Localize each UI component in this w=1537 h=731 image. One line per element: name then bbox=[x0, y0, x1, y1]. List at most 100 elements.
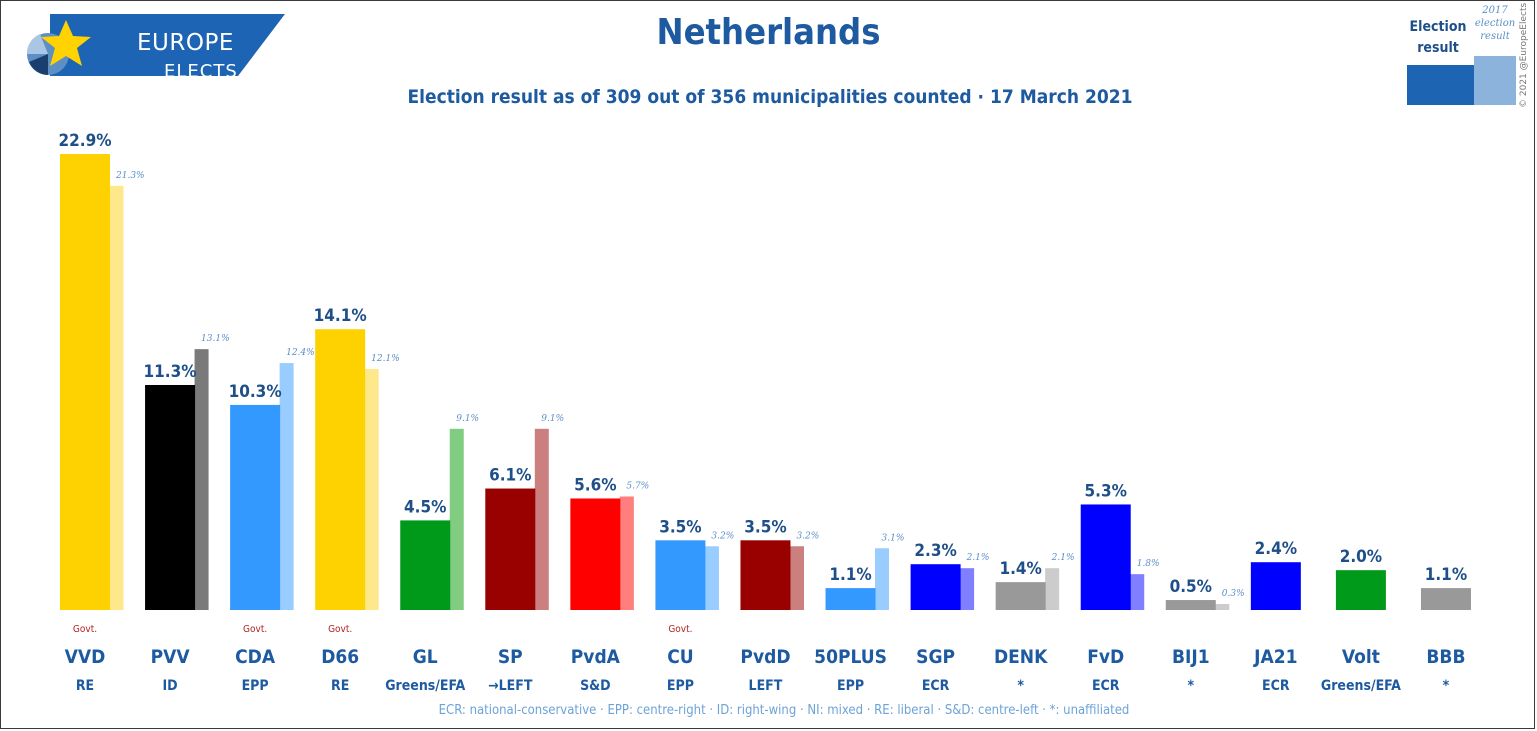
party-name-cu: CU bbox=[667, 646, 693, 668]
party-group-sgp: ECR bbox=[922, 678, 950, 694]
bar-gl bbox=[400, 520, 451, 610]
bar-sp bbox=[485, 488, 536, 610]
prev-label-sp: 9.1% bbox=[541, 414, 564, 424]
bar-cu bbox=[655, 540, 706, 610]
bar-ja21 bbox=[1250, 562, 1301, 610]
bar-vvd bbox=[60, 154, 110, 610]
bar-bbb bbox=[1420, 588, 1471, 610]
prev-bar-sgp bbox=[960, 568, 975, 610]
prev-bar-pvdd bbox=[789, 546, 804, 610]
prev-bar-denk bbox=[1045, 568, 1060, 610]
party-group-50plus: EPP bbox=[837, 678, 864, 694]
bar-sgp bbox=[910, 564, 961, 610]
party-group-vvd: RE bbox=[76, 678, 94, 694]
value-label-cu: 3.5% bbox=[659, 517, 701, 537]
govt-label-d66: Govt. bbox=[328, 624, 352, 635]
bar-pvv bbox=[145, 384, 196, 610]
legend-previous-swatch bbox=[1474, 56, 1516, 105]
party-name-pvv: PVV bbox=[151, 646, 191, 668]
prev-bar-cu bbox=[704, 546, 719, 610]
party-name-denk: DENK bbox=[994, 646, 1048, 668]
party-group-sp: →LEFT bbox=[488, 678, 533, 694]
party-name-sp: SP bbox=[498, 646, 523, 668]
party-name-d66: D66 bbox=[321, 646, 359, 668]
logo-text-europe: EUROPE bbox=[137, 30, 234, 56]
prev-bar-cda bbox=[279, 363, 294, 610]
logo-text-elects: ELECTS bbox=[164, 61, 238, 82]
bar-pvdd bbox=[740, 540, 791, 610]
prev-bar-gl bbox=[449, 428, 464, 610]
party-name-pvdd: PvdD bbox=[740, 646, 790, 668]
party-name-50plus: 50PLUS bbox=[814, 646, 887, 668]
chart-footnote: ECR: national-conservative · EPP: centre… bbox=[438, 703, 1130, 718]
europe-elects-logo: EUROPE ELECTS bbox=[20, 14, 285, 82]
prev-label-fvd: 1.8% bbox=[1137, 559, 1160, 569]
party-name-vvd: VVD bbox=[65, 646, 106, 668]
party-group-d66: RE bbox=[331, 678, 349, 694]
party-name-sgp: SGP bbox=[916, 646, 955, 668]
bar-volt bbox=[1335, 570, 1386, 610]
prev-label-gl: 9.1% bbox=[456, 414, 479, 424]
chart-subtitle: Election result as of 309 out of 356 mun… bbox=[407, 86, 1133, 108]
party-group-pvda: S&D bbox=[580, 678, 611, 694]
value-label-bbb: 1.1% bbox=[1425, 565, 1467, 585]
prev-label-pvv: 13.1% bbox=[201, 334, 230, 344]
prev-label-denk: 2.1% bbox=[1051, 553, 1075, 563]
value-label-volt: 2.0% bbox=[1340, 547, 1382, 567]
prev-bar-pvda bbox=[619, 496, 634, 610]
party-name-bij1: BIJ1 bbox=[1172, 646, 1210, 668]
value-label-pvdd: 3.5% bbox=[744, 517, 786, 537]
value-label-denk: 1.4% bbox=[999, 559, 1041, 579]
prev-label-cda: 12.4% bbox=[286, 348, 315, 358]
bar-pvda bbox=[570, 498, 621, 610]
party-group-cu: EPP bbox=[667, 678, 694, 694]
value-label-vvd: 22.9% bbox=[58, 131, 111, 151]
bar-50plus bbox=[825, 588, 876, 610]
prev-bar-50plus bbox=[875, 548, 890, 610]
legend-previous-label: 2017 election result bbox=[1474, 5, 1516, 42]
govt-label-vvd: Govt. bbox=[73, 624, 97, 635]
chart-title: Netherlands bbox=[656, 12, 881, 53]
value-label-fvd: 5.3% bbox=[1085, 481, 1127, 501]
party-group-pvdd: LEFT bbox=[749, 678, 783, 694]
legend-current-label: Election result bbox=[1409, 19, 1467, 56]
value-label-sp: 6.1% bbox=[489, 466, 531, 486]
value-label-ja21: 2.4% bbox=[1255, 539, 1297, 559]
prev-label-cu: 3.2% bbox=[711, 531, 734, 541]
party-name-pvda: PvdA bbox=[571, 646, 621, 668]
party-name-ja21: JA21 bbox=[1253, 646, 1297, 668]
value-label-pvda: 5.6% bbox=[574, 475, 616, 495]
govt-label-cu: Govt. bbox=[668, 624, 692, 635]
prev-bar-bij1 bbox=[1215, 604, 1230, 610]
bar-bij1 bbox=[1165, 600, 1216, 610]
party-name-gl: GL bbox=[413, 646, 438, 668]
prev-bar-fvd bbox=[1130, 574, 1145, 610]
prev-bar-d66 bbox=[364, 369, 379, 610]
bar-fvd bbox=[1080, 504, 1131, 610]
party-group-cda: EPP bbox=[242, 678, 269, 694]
value-label-d66: 14.1% bbox=[314, 306, 367, 326]
value-label-gl: 4.5% bbox=[404, 497, 446, 517]
party-group-fvd: ECR bbox=[1092, 678, 1120, 694]
party-group-ja21: ECR bbox=[1262, 678, 1290, 694]
value-label-pvv: 11.3% bbox=[144, 362, 197, 382]
bar-denk bbox=[995, 582, 1046, 610]
prev-bar-sp bbox=[534, 428, 549, 610]
bar-cda bbox=[230, 404, 281, 610]
prev-label-d66: 12.1% bbox=[371, 354, 400, 364]
party-name-fvd: FvD bbox=[1087, 646, 1124, 668]
party-name-volt: Volt bbox=[1342, 646, 1380, 668]
party-group-bij1: * bbox=[1187, 678, 1194, 694]
party-group-pvv: ID bbox=[162, 678, 177, 694]
party-group-gl: Greens/EFA bbox=[385, 678, 465, 694]
value-label-sgp: 2.3% bbox=[914, 541, 956, 561]
party-name-cda: CDA bbox=[235, 646, 276, 668]
party-name-bbb: BBB bbox=[1426, 646, 1465, 668]
govt-label-cda: Govt. bbox=[243, 624, 267, 635]
prev-bar-vvd bbox=[109, 185, 124, 610]
prev-label-sgp: 2.1% bbox=[966, 553, 990, 563]
legend-current-swatch bbox=[1407, 65, 1478, 105]
party-group-bbb: * bbox=[1443, 678, 1450, 694]
